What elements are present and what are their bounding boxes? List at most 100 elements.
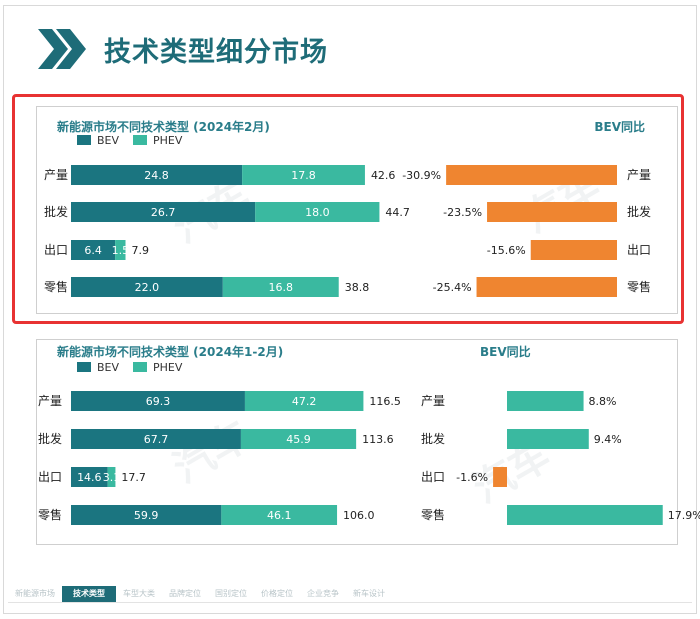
growth-label: -1.6% bbox=[456, 471, 488, 484]
nav-divider bbox=[8, 602, 692, 603]
bar-label-phev: 16.8 bbox=[269, 281, 294, 294]
growth-category-label: 出口 bbox=[421, 470, 445, 484]
legend-label: PHEV bbox=[153, 134, 183, 147]
title-row: 技术类型细分市场 bbox=[38, 24, 328, 74]
bar-bev bbox=[71, 165, 243, 185]
chart-title: 新能源市场不同技术类型 (2024年2月) bbox=[57, 119, 270, 134]
growth-label: 9.4% bbox=[594, 433, 622, 446]
chart-title: 新能源市场不同技术类型 (2024年1-2月) bbox=[57, 344, 283, 359]
chart-panel-jan-feb bbox=[36, 339, 678, 545]
growth-bar bbox=[507, 429, 589, 449]
growth-bar bbox=[530, 240, 617, 260]
growth-category-label: 批发 bbox=[421, 431, 445, 446]
bar-phev bbox=[242, 165, 365, 185]
growth-label: -25.4% bbox=[433, 281, 472, 294]
bar-phev bbox=[240, 429, 357, 449]
bar-total: 38.8 bbox=[345, 281, 370, 294]
growth-category-label: 产量 bbox=[627, 168, 651, 182]
legend-swatch bbox=[133, 362, 147, 372]
legend-swatch bbox=[77, 362, 91, 372]
bar-phev bbox=[221, 505, 338, 525]
bar-phev bbox=[244, 391, 364, 411]
legend-swatch bbox=[133, 135, 147, 145]
growth-bar bbox=[476, 277, 617, 297]
bottom-nav: 新能源市场 技术类型 车型大类 品牌定位 国别定位 价格定位 企业竞争 新车设计 bbox=[8, 586, 392, 602]
growth-label: 17.9% bbox=[668, 509, 700, 522]
legend-label: BEV bbox=[97, 361, 119, 374]
bar-total: 17.7 bbox=[121, 471, 146, 484]
bar-phev bbox=[222, 277, 339, 297]
legend-swatch bbox=[77, 135, 91, 145]
category-label: 批发 bbox=[38, 431, 62, 446]
growth-bar bbox=[507, 505, 663, 525]
bar-bev bbox=[71, 429, 241, 449]
bar-bev bbox=[71, 467, 108, 487]
bar-label-bev: 69.3 bbox=[146, 395, 171, 408]
bar-label-phev: 3.1 bbox=[103, 471, 121, 484]
nav-tab[interactable]: 企业竞争 bbox=[307, 589, 339, 598]
growth-bar bbox=[487, 202, 617, 222]
growth-bar bbox=[493, 467, 507, 487]
bar-label-phev: 45.9 bbox=[286, 433, 311, 446]
bar-total: 113.6 bbox=[362, 433, 394, 446]
double-chevron-icon bbox=[38, 29, 86, 69]
bar-label-phev: 18.0 bbox=[305, 206, 330, 219]
bar-label-bev: 26.7 bbox=[151, 206, 176, 219]
bar-label-bev: 67.7 bbox=[144, 433, 169, 446]
nav-tab[interactable]: 技术类型 bbox=[62, 586, 116, 602]
category-label: 出口 bbox=[38, 470, 62, 484]
bar-label-bev: 14.6 bbox=[77, 471, 102, 484]
bar-total: 7.9 bbox=[132, 244, 150, 257]
bar-bev bbox=[71, 277, 223, 297]
category-label: 出口 bbox=[44, 243, 68, 257]
growth-category-label: 出口 bbox=[627, 243, 651, 257]
bar-bev bbox=[71, 240, 116, 260]
growth-label: 8.8% bbox=[589, 395, 617, 408]
bar-label-bev: 22.0 bbox=[135, 281, 160, 294]
bar-bev bbox=[71, 391, 245, 411]
bar-label-bev: 6.4 bbox=[84, 244, 102, 257]
growth-category-label: 零售 bbox=[421, 507, 445, 522]
growth-title: BEV同比 bbox=[480, 344, 531, 359]
bar-label-phev: 46.1 bbox=[267, 509, 292, 522]
bar-label-phev: 17.8 bbox=[291, 169, 316, 182]
highlight-box bbox=[12, 94, 684, 324]
growth-category-label: 零售 bbox=[627, 279, 651, 294]
bar-bev bbox=[71, 202, 256, 222]
growth-title: BEV同比 bbox=[594, 119, 645, 134]
bar-total: 42.6 bbox=[371, 169, 396, 182]
growth-bar bbox=[446, 165, 617, 185]
bar-phev bbox=[255, 202, 380, 222]
growth-label: -30.9% bbox=[402, 169, 441, 182]
growth-label: -23.5% bbox=[443, 206, 482, 219]
bar-total: 116.5 bbox=[369, 395, 401, 408]
growth-label: -15.6% bbox=[487, 244, 526, 257]
bar-phev bbox=[107, 467, 116, 487]
chart-panel-feb bbox=[36, 106, 678, 314]
legend-label: BEV bbox=[97, 134, 119, 147]
bar-bev bbox=[71, 505, 222, 525]
category-label: 零售 bbox=[38, 507, 62, 522]
bar-label-phev: 47.2 bbox=[292, 395, 317, 408]
bar-label-bev: 24.8 bbox=[144, 169, 169, 182]
nav-tab[interactable]: 新能源市场 bbox=[15, 589, 55, 598]
category-label: 零售 bbox=[44, 279, 68, 294]
nav-tab[interactable]: 品牌定位 bbox=[169, 589, 201, 598]
bar-phev bbox=[115, 240, 126, 260]
bar-total: 106.0 bbox=[343, 509, 375, 522]
growth-category-label: 产量 bbox=[421, 394, 445, 408]
nav-tab[interactable]: 国别定位 bbox=[215, 589, 247, 598]
category-label: 产量 bbox=[44, 168, 68, 182]
bar-label-phev: 1.5 bbox=[112, 244, 130, 257]
legend-label: PHEV bbox=[153, 361, 183, 374]
growth-category-label: 批发 bbox=[627, 204, 651, 219]
nav-tab[interactable]: 价格定位 bbox=[261, 589, 293, 598]
nav-tab[interactable]: 车型大类 bbox=[123, 589, 155, 598]
bar-label-bev: 59.9 bbox=[134, 509, 159, 522]
nav-tab[interactable]: 新车设计 bbox=[353, 589, 385, 598]
page-title: 技术类型细分市场 bbox=[104, 36, 328, 68]
growth-bar bbox=[507, 391, 584, 411]
category-label: 批发 bbox=[44, 204, 68, 219]
bar-total: 44.7 bbox=[385, 206, 410, 219]
